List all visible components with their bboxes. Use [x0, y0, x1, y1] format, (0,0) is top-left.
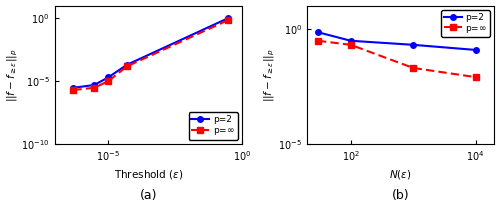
Y-axis label: $||f-f_{\geq\epsilon}||_p$: $||f-f_{\geq\epsilon}||_p$ [6, 48, 20, 102]
p=2 [70, 86, 76, 89]
p=2 [225, 17, 231, 19]
p=$\infty$ [348, 44, 354, 46]
Line: p=2: p=2 [316, 29, 478, 53]
Line: p=2: p=2 [70, 15, 231, 91]
p=2 [410, 44, 416, 46]
p=2 [124, 64, 130, 66]
p=2 [315, 31, 321, 33]
Line: p=$\infty$: p=$\infty$ [316, 38, 478, 80]
p=$\infty$ [472, 76, 478, 78]
p=$\infty$ [124, 65, 130, 68]
p=$\infty$ [105, 80, 111, 83]
p=2 [105, 76, 111, 79]
Text: (b): (b) [392, 189, 409, 202]
Y-axis label: $||f-f_{\geq\epsilon}||_p$: $||f-f_{\geq\epsilon}||_p$ [262, 48, 277, 102]
p=$\infty$ [315, 40, 321, 42]
X-axis label: Threshold ($\epsilon$): Threshold ($\epsilon$) [114, 168, 183, 181]
p=$\infty$ [225, 19, 231, 21]
p=2 [472, 49, 478, 51]
p=$\infty$ [410, 67, 416, 69]
Line: p=$\infty$: p=$\infty$ [70, 17, 231, 93]
Legend: p=2, p=$\infty$: p=2, p=$\infty$ [188, 113, 238, 140]
p=$\infty$ [91, 86, 97, 89]
p=2 [91, 84, 97, 86]
p=2 [348, 40, 354, 42]
X-axis label: $N(\epsilon)$: $N(\epsilon)$ [390, 168, 412, 181]
p=$\infty$ [70, 89, 76, 91]
Legend: p=2, p=$\infty$: p=2, p=$\infty$ [441, 10, 490, 37]
Text: (a): (a) [140, 189, 157, 202]
